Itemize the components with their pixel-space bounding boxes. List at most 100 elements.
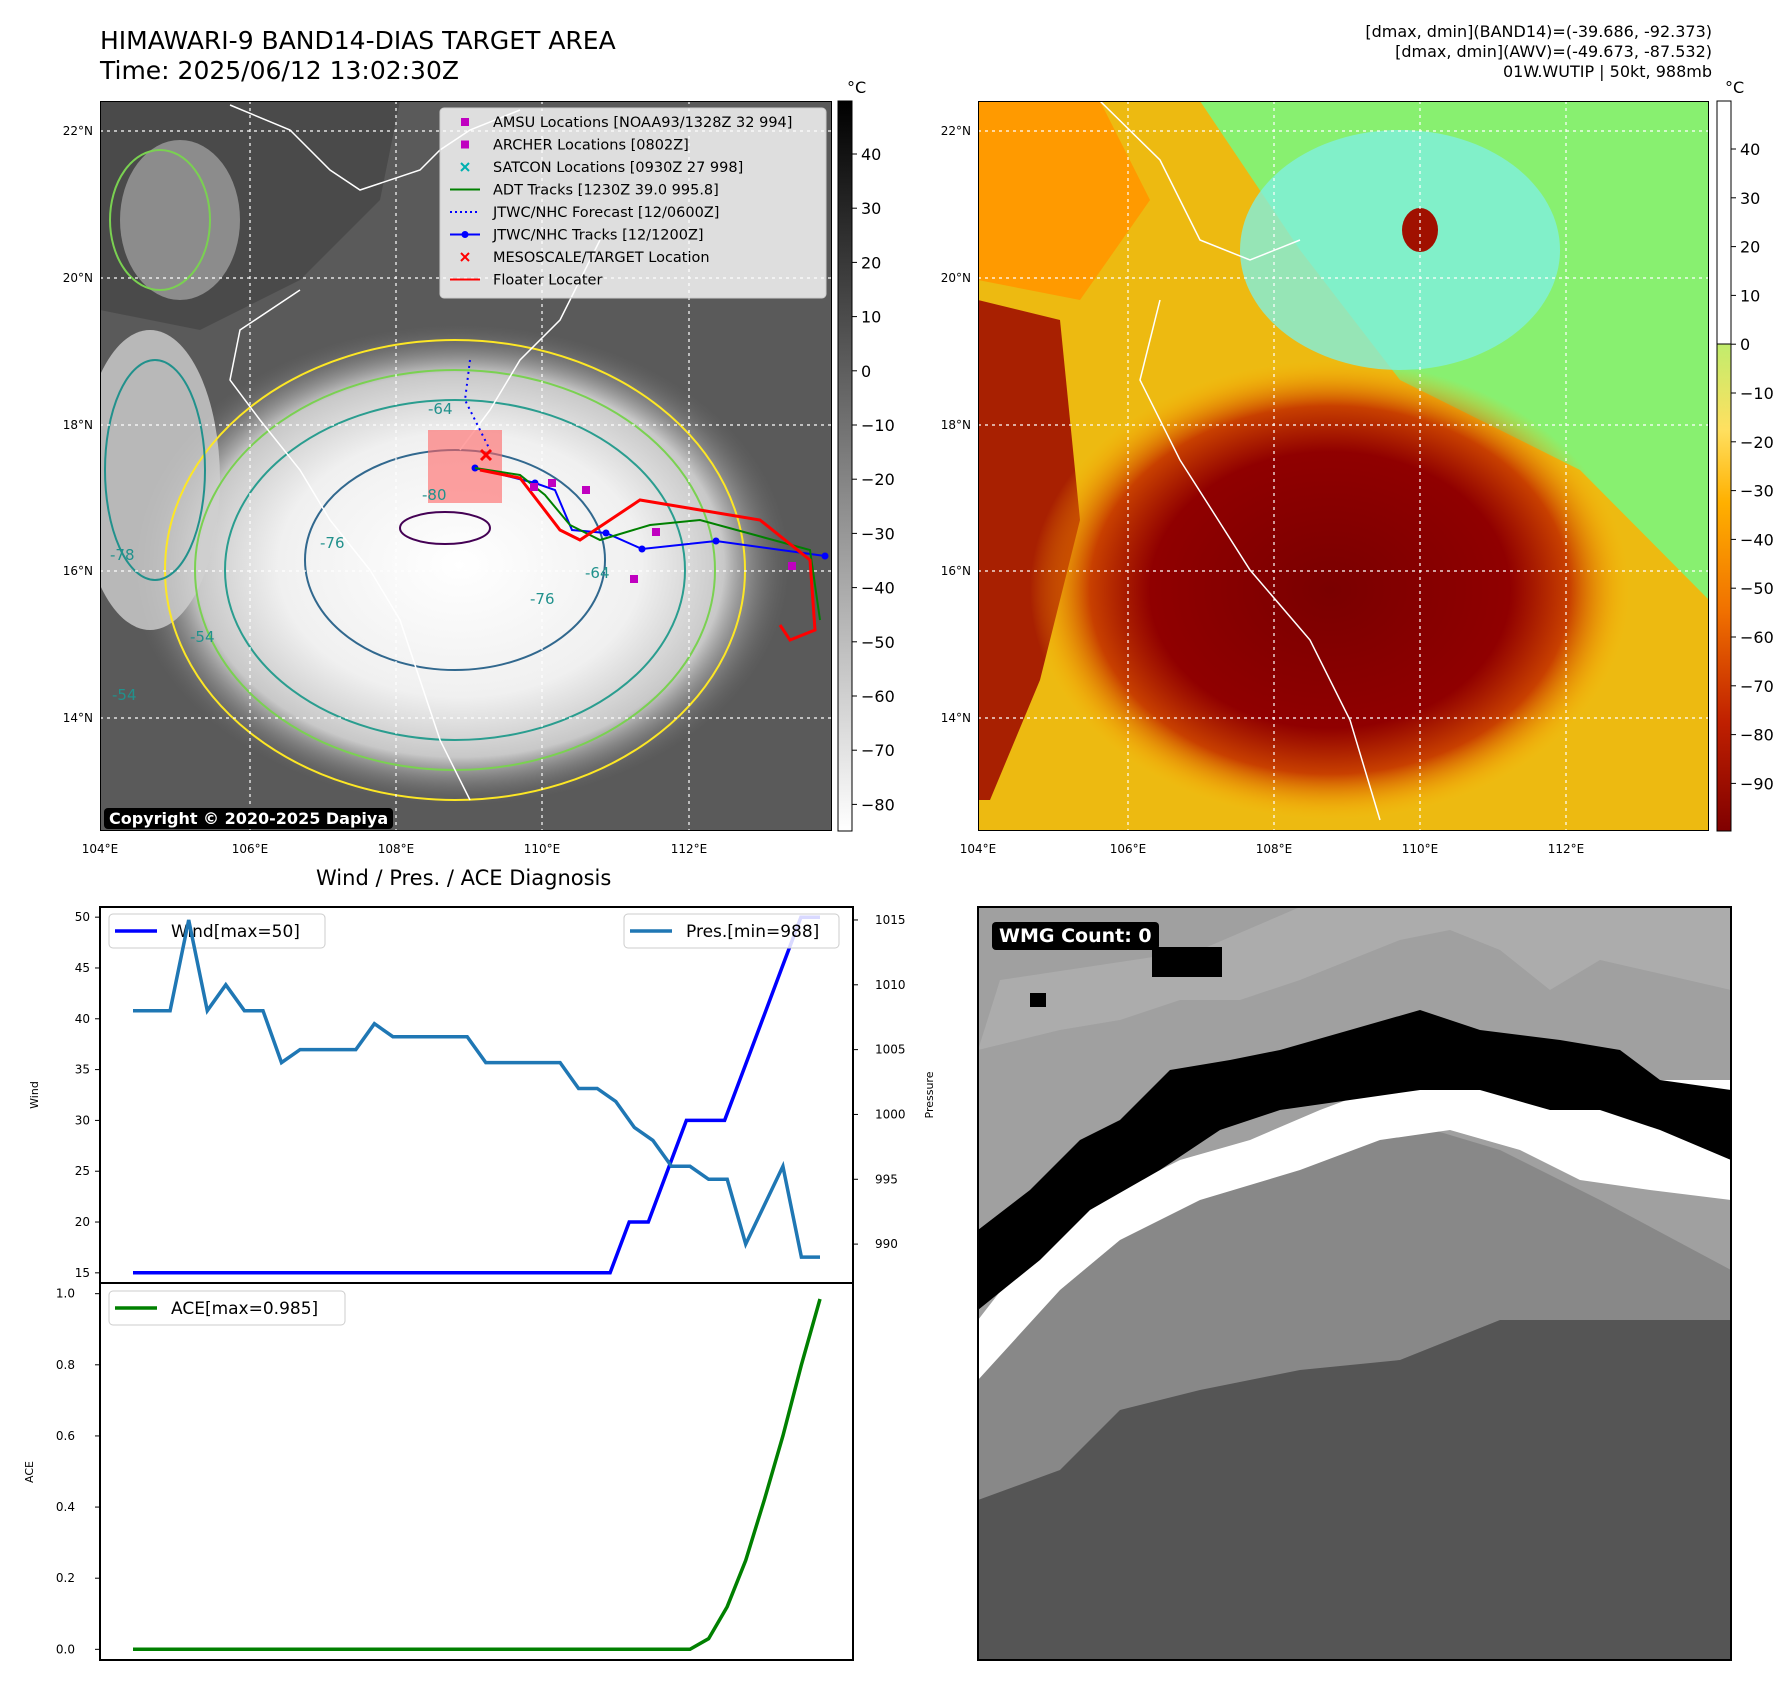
target-x-marker — [479, 448, 493, 462]
legend-label: SATCON Locations [0930Z 27 998] — [493, 160, 743, 176]
amsu-archer-markers — [530, 479, 796, 583]
contour-label: -76 — [320, 534, 345, 552]
pressure-legend-label: Pres.[min=988] — [686, 922, 819, 942]
lat-label-right: 18°N — [941, 418, 971, 432]
legend-label: Floater Locater — [493, 273, 602, 289]
left-colorbar-tick-label: −60 — [861, 687, 895, 706]
lat-label-left: 22°N — [63, 124, 93, 138]
contour-label: -54 — [112, 686, 137, 704]
right-awv-map — [978, 101, 1709, 831]
lon-label-right: 112°E — [1548, 842, 1585, 856]
legend-label: ADT Tracks [1230Z 39.0 995.8] — [493, 183, 719, 199]
wind-tick-label: 40 — [75, 1012, 90, 1026]
lon-label-left: 112°E — [671, 842, 708, 856]
jtwc-forecast-line — [463, 359, 491, 451]
lat-label-left: 14°N — [63, 711, 93, 725]
contour-west — [104, 359, 206, 581]
pressure-tick-label: 1015 — [875, 913, 906, 927]
pressure-tick-label: 1005 — [875, 1043, 906, 1057]
awv-storm-core — [1030, 360, 1630, 820]
right-colorbar-tick-label: 0 — [1740, 335, 1750, 354]
lon-label-right: 104°E — [960, 842, 997, 856]
ace-tick-label: 1.0 — [56, 1287, 75, 1301]
right-colorbar-tick-label: 40 — [1740, 140, 1760, 159]
left-colorbar-tick-label: 30 — [861, 199, 881, 218]
right-colorbar-tick-label: −30 — [1740, 482, 1774, 501]
pressure-tick-label: 995 — [875, 1172, 898, 1186]
wind-tick-label: 50 — [75, 910, 90, 924]
left-colorbar-tick-label: 40 — [861, 145, 881, 164]
left-colorbar-tick-label: 20 — [861, 253, 881, 272]
ace-legend-label: ACE[max=0.985] — [171, 1299, 318, 1319]
wmg-panel — [977, 906, 1732, 1661]
wind-tick-label: 20 — [75, 1215, 90, 1229]
ace-chart: 0.0 0.2 0.4 0.6 0.8 1.0 ACE ACE[max=0.985] — [23, 1282, 854, 1661]
wind-legend-box — [108, 913, 326, 949]
ace-tick-label: 0.8 — [56, 1358, 75, 1372]
lat-label-left: 20°N — [63, 271, 93, 285]
ir-storm-cloud — [130, 325, 790, 805]
right-colorbar-tick-label: −70 — [1740, 677, 1774, 696]
contour-40 — [164, 339, 746, 801]
awv-warm-north — [978, 101, 1150, 300]
left-colorbar-tick-label: −30 — [861, 524, 895, 543]
legend-label: AMSU Locations [NOAA93/1328Z 32 994] — [493, 115, 792, 131]
awv-gridlines — [978, 101, 1709, 831]
wind-legend-label: Wind[max=50] — [171, 922, 300, 942]
contour-label: -64 — [428, 400, 453, 418]
wind-tick-label: 30 — [75, 1113, 90, 1127]
lat-label-right: 14°N — [941, 711, 971, 725]
pressure-tick-label: 1010 — [875, 978, 906, 992]
right-colorbar-tick-label: −10 — [1740, 384, 1774, 403]
right-colorbar-unit: °C — [1725, 78, 1745, 97]
contour-label: -78 — [110, 546, 135, 564]
left-colorbar-tick-label: −40 — [861, 579, 895, 598]
chart-title: Wind / Pres. / ACE Diagnosis — [316, 866, 612, 890]
legend-label: MESOSCALE/TARGET Location — [493, 250, 710, 266]
figure-time: Time: 2025/06/12 13:02:30Z — [100, 56, 459, 85]
ace-line — [133, 1298, 822, 1652]
wind-pressure-chart: 15 20 25 30 35 40 45 50 Wind 990 995 1000 1005 1010 1… — [28, 906, 936, 1284]
info-storm: 01W.WUTIP | 50kt, 988mb — [1502, 62, 1712, 81]
wind-axis-label: Wind — [28, 1081, 41, 1109]
wmg-band-dark — [978, 1320, 1731, 1660]
wmg-black-speck — [1030, 993, 1046, 1007]
right-colorbar-tick-label: −20 — [1740, 433, 1774, 452]
wind-tick-label: 45 — [75, 961, 90, 975]
legend-marker — [460, 252, 470, 262]
lon-label-left: 108°E — [378, 842, 415, 856]
wind-tick-label: 35 — [75, 1063, 90, 1077]
left-colorbar-tick-label: 10 — [861, 308, 881, 327]
jtwc-track-line — [474, 467, 826, 557]
left-colorbar-tick-label: −10 — [861, 416, 895, 435]
contour-label: -76 — [530, 590, 555, 608]
figure-title: HIMAWARI-9 BAND14-DIAS TARGET AREA — [100, 26, 616, 55]
legend-marker — [461, 118, 469, 126]
wind-tick-label: 25 — [75, 1164, 90, 1178]
ace-tick-label: 0.2 — [56, 1571, 75, 1585]
contour-labels: -64 -80 -76 -76 -78 -64 -54 -54 — [110, 400, 610, 704]
lon-label-left: 110°E — [524, 842, 561, 856]
pressure-line — [133, 919, 820, 1259]
awv-cold-west — [978, 300, 1080, 800]
pressure-axis-label: Pressure — [923, 1071, 936, 1118]
left-colorbar — [837, 100, 853, 832]
right-colorbar-positive — [1716, 100, 1732, 345]
ace-legend-box — [108, 1290, 346, 1326]
lat-label-left: 16°N — [63, 564, 93, 578]
lon-label-left: 104°E — [82, 842, 119, 856]
left-colorbar-tick-label: −20 — [861, 470, 895, 489]
pressure-legend-box — [623, 913, 840, 949]
right-colorbar-ticks: 40 30 20 10 0 −10 −20 −30 −40 −50 −60 −70 −80 −90 — [1731, 140, 1774, 793]
contour-label: -80 — [422, 486, 447, 504]
awv-coastline — [1099, 101, 1381, 821]
ace-axis-label: ACE — [23, 1461, 36, 1483]
floater-track-line — [479, 468, 817, 642]
ace-tick-label: 0.6 — [56, 1429, 75, 1443]
lon-label-right: 108°E — [1256, 842, 1293, 856]
lon-label-right: 110°E — [1402, 842, 1439, 856]
wmg-band-top — [978, 907, 1731, 1050]
lat-label-right: 16°N — [941, 564, 971, 578]
legend-marker — [460, 162, 470, 172]
